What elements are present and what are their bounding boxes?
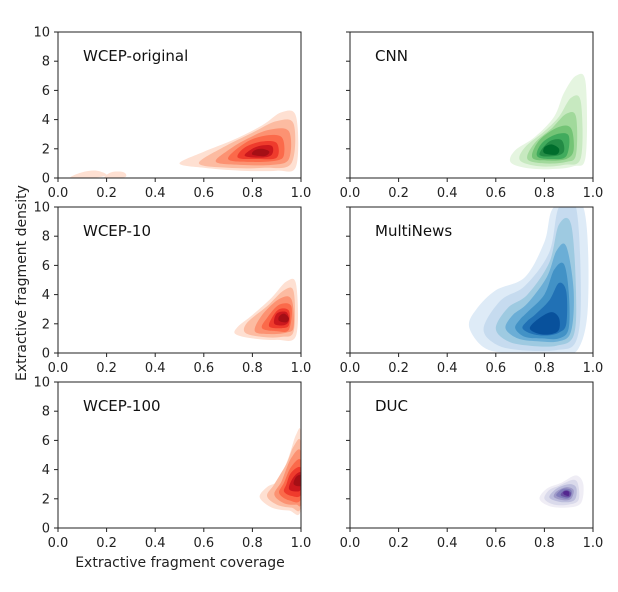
y-tick-label: 8 [42, 230, 50, 245]
density-level-7 [251, 148, 270, 157]
panel-title: DUC [375, 397, 408, 415]
x-tick-label: 0.6 [485, 536, 506, 551]
plot-frame [57, 31, 302, 179]
x-tick-label: 0.8 [534, 186, 555, 201]
panel-title: WCEP-100 [83, 397, 161, 415]
y-tick-label: 0 [42, 347, 50, 362]
panel-4: 0.0 0.2 0.4 0.6 0.8 1.0 MultiNews [340, 206, 604, 376]
plot-frame [349, 206, 594, 354]
x-tick-label: 1.0 [583, 186, 604, 201]
x-tick-label: 0.0 [48, 536, 69, 551]
y-tick-label: 4 [42, 113, 50, 128]
density-level-7 [529, 312, 560, 335]
x-tick-label: 0.0 [340, 536, 361, 551]
x-tick-label: 0.4 [145, 186, 166, 201]
panel-5: 0 2 4 6 8 10 0.0 0.2 0.4 0.6 0.8 1.0 WCEP-100 [33, 376, 311, 552]
x-tick-label: 0.0 [48, 186, 69, 201]
density-level-7 [543, 144, 560, 155]
panel-3: 0 2 4 6 8 10 0.0 0.2 0.4 0.6 0.8 1.0 WCEP-10 [33, 201, 311, 377]
density-regions [70, 110, 299, 178]
panel-title: MultiNews [375, 222, 452, 240]
x-tick-label: 1.0 [583, 536, 604, 551]
y-tick-label: 10 [33, 26, 50, 41]
x-tick-label: 0.4 [145, 361, 166, 376]
x-tick-label: 1.0 [291, 361, 312, 376]
plot-frame [57, 381, 302, 529]
x-tick-label: 0.0 [48, 361, 69, 376]
x-tick-label: 0.8 [534, 536, 555, 551]
panel-1: 0 2 4 6 8 10 0.0 0.2 0.4 0.6 0.8 1.0 WCEP-original [33, 26, 311, 202]
x-tick-label: 0.8 [534, 361, 555, 376]
density-regions [509, 73, 588, 170]
y-tick-label: 4 [42, 288, 50, 303]
plot-frame [349, 381, 594, 529]
density-level-7 [293, 474, 301, 487]
plot-frame [57, 206, 302, 354]
panel-2: 0.0 0.2 0.4 0.6 0.8 1.0 CNN [340, 31, 604, 201]
density-level-7 [278, 313, 289, 323]
x-tick-label: 0.8 [242, 361, 263, 376]
y-tick-label: 2 [42, 142, 50, 157]
x-tick-label: 0.4 [437, 536, 458, 551]
density-blob [104, 171, 127, 178]
x-tick-label: 0.2 [96, 186, 117, 201]
x-tick-label: 0.8 [242, 536, 263, 551]
panel-title: CNN [375, 47, 408, 65]
plot-frame [349, 31, 594, 179]
y-tick-label: 4 [42, 463, 50, 478]
x-tick-label: 0.2 [388, 361, 409, 376]
x-tick-label: 0.6 [485, 361, 506, 376]
y-tick-label: 6 [42, 259, 50, 274]
panel-title: WCEP-original [83, 47, 188, 65]
x-tick-label: 1.0 [291, 186, 312, 201]
x-tick-label: 0.8 [242, 186, 263, 201]
panel-6: 0.0 0.2 0.4 0.6 0.8 1.0 DUC [340, 381, 604, 551]
x-tick-label: 0.2 [96, 361, 117, 376]
x-tick-label: 0.6 [485, 186, 506, 201]
density-regions [259, 428, 301, 516]
x-tick-label: 0.6 [193, 536, 214, 551]
x-tick-label: 0.4 [145, 536, 166, 551]
x-axis-label: Extractive fragment coverage [75, 555, 285, 571]
y-tick-label: 10 [33, 201, 50, 216]
y-tick-label: 6 [42, 434, 50, 449]
density-level-7 [563, 491, 570, 497]
x-tick-label: 0.0 [340, 186, 361, 201]
y-tick-label: 8 [42, 405, 50, 420]
x-tick-label: 0.4 [437, 186, 458, 201]
x-tick-label: 0.4 [437, 361, 458, 376]
x-tick-label: 0.6 [193, 186, 214, 201]
y-tick-label: 0 [42, 522, 50, 537]
x-tick-label: 1.0 [291, 536, 312, 551]
panel-title: WCEP-10 [83, 222, 151, 240]
y-tick-label: 6 [42, 84, 50, 99]
x-tick-label: 0.2 [96, 536, 117, 551]
x-tick-label: 0.2 [388, 186, 409, 201]
x-tick-label: 0.0 [340, 361, 361, 376]
x-tick-label: 1.0 [583, 361, 604, 376]
y-tick-label: 2 [42, 492, 50, 507]
x-tick-label: 0.6 [193, 361, 214, 376]
y-tick-label: 0 [42, 172, 50, 187]
x-tick-label: 0.2 [388, 536, 409, 551]
y-tick-label: 10 [33, 376, 50, 391]
y-tick-label: 8 [42, 55, 50, 70]
density-regions [234, 278, 299, 341]
y-tick-label: 2 [42, 317, 50, 332]
density-regions [468, 207, 589, 353]
density-regions [539, 475, 584, 508]
y-axis-label: Extractive fragment density [14, 185, 30, 381]
density-blob [70, 170, 107, 178]
